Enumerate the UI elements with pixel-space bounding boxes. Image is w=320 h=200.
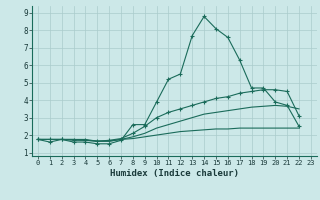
- X-axis label: Humidex (Indice chaleur): Humidex (Indice chaleur): [110, 169, 239, 178]
